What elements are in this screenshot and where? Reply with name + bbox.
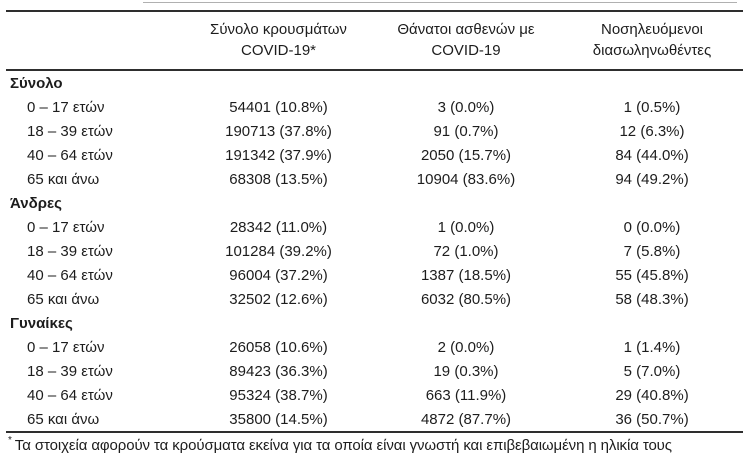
table-row: 40 – 64 ετών 95324 (38.7%) 663 (11.9%) 2… — [6, 383, 743, 407]
table-row: 0 – 17 ετών 26058 (10.6%) 2 (0.0%) 1 (1.… — [6, 335, 743, 359]
age-cell: 18 – 39 ετών — [27, 242, 113, 260]
column-header-deaths: Θάνατοι ασθενών με COVID-19 — [371, 11, 561, 70]
intubated-cell: 5 (7.0%) — [623, 362, 681, 380]
intubated-cell: 55 (45.8%) — [615, 266, 689, 284]
deaths-cell: 1 (0.0%) — [437, 218, 495, 236]
cases-cell: 28342 (11.0%) — [229, 218, 328, 236]
deaths-cell: 6032 (80.5%) — [420, 290, 512, 308]
table-row: 65 και άνω 68308 (13.5%) 10904 (83.6%) 9… — [6, 167, 743, 191]
table-row: 40 – 64 ετών 191342 (37.9%) 2050 (15.7%)… — [6, 143, 743, 167]
intubated-cell: 0 (0.0%) — [623, 218, 681, 236]
group-label-women: Γυναίκες — [10, 314, 73, 332]
age-cell: 65 και άνω — [27, 290, 100, 308]
table-row: 65 και άνω 32502 (12.6%) 6032 (80.5%) 58… — [6, 287, 743, 311]
intubated-cell: 7 (5.8%) — [623, 242, 681, 260]
intubated-cell: 36 (50.7%) — [615, 410, 689, 428]
deaths-cell: 19 (0.3%) — [433, 362, 499, 380]
cases-cell: 101284 (39.2%) — [225, 242, 332, 260]
cases-cell: 191342 (37.9%) — [225, 146, 332, 164]
covid-stats-table-wrap: Σύνολο κρουσμάτων COVID-19* Θάνατοι ασθε… — [6, 10, 743, 433]
age-cell: 40 – 64 ετών — [27, 386, 113, 404]
table-row: 18 – 39 ετών 101284 (39.2%) 72 (1.0%) 7 … — [6, 239, 743, 263]
intubated-cell: 1 (1.4%) — [623, 338, 681, 356]
footnote-text: Τα στοιχεία αφορούν τα κρούσματα εκείνα … — [14, 437, 672, 454]
cases-cell: 190713 (37.8%) — [225, 122, 332, 140]
intubated-cell: 84 (44.0%) — [615, 146, 689, 164]
deaths-cell: 3 (0.0%) — [437, 98, 495, 116]
cases-cell: 35800 (14.5%) — [229, 410, 328, 428]
cases-cell: 54401 (10.8%) — [229, 98, 328, 116]
intubated-cell: 29 (40.8%) — [615, 386, 689, 404]
deaths-cell: 91 (0.7%) — [433, 122, 499, 140]
deaths-cell: 4872 (87.7%) — [420, 410, 512, 428]
age-cell: 65 και άνω — [27, 170, 100, 188]
table-footnote: * Τα στοιχεία αφορούν τα κρούσματα εκείνα… — [8, 436, 743, 456]
column-header-deaths-line2: COVID-19 — [431, 42, 501, 59]
top-partial-rule — [143, 2, 737, 3]
table-row: 0 – 17 ετών 54401 (10.8%) 3 (0.0%) 1 (0.… — [6, 95, 743, 119]
age-cell: 65 και άνω — [27, 410, 100, 428]
age-cell: 18 – 39 ετών — [27, 122, 113, 140]
table-row: 18 – 39 ετών 89423 (36.3%) 19 (0.3%) 5 (… — [6, 359, 743, 383]
group-label-total: Σύνολο — [10, 74, 63, 92]
intubated-cell: 58 (48.3%) — [615, 290, 689, 308]
intubated-cell: 12 (6.3%) — [619, 122, 685, 140]
age-cell: 0 – 17 ετών — [27, 338, 105, 356]
footnote-asterisk: * — [8, 435, 12, 446]
deaths-cell: 10904 (83.6%) — [416, 170, 516, 188]
table-row: 0 – 17 ετών 28342 (11.0%) 1 (0.0%) 0 (0.… — [6, 215, 743, 239]
group-header-row-men: Άνδρες — [6, 191, 743, 215]
table-row: 65 και άνω 35800 (14.5%) 4872 (87.7%) 36… — [6, 407, 743, 432]
column-header-intubated-line1: Νοσηλευόμενοι — [600, 21, 703, 38]
column-header-deaths-line1: Θάνατοι ασθενών με — [397, 21, 535, 38]
column-header-row: Σύνολο κρουσμάτων COVID-19* Θάνατοι ασθε… — [6, 11, 743, 70]
table-row: 18 – 39 ετών 190713 (37.8%) 91 (0.7%) 12… — [6, 119, 743, 143]
intubated-cell: 1 (0.5%) — [623, 98, 681, 116]
cases-cell: 89423 (36.3%) — [229, 362, 328, 380]
age-cell: 18 – 39 ετών — [27, 362, 113, 380]
covid-stats-table: Σύνολο κρουσμάτων COVID-19* Θάνατοι ασθε… — [6, 10, 743, 433]
deaths-cell: 72 (1.0%) — [433, 242, 499, 260]
cases-cell: 26058 (10.6%) — [229, 338, 328, 356]
deaths-cell: 663 (11.9%) — [425, 386, 507, 404]
age-cell: 0 – 17 ετών — [27, 98, 105, 116]
age-cell: 40 – 64 ετών — [27, 266, 113, 284]
deaths-cell: 2 (0.0%) — [437, 338, 495, 356]
group-label-men: Άνδρες — [10, 194, 62, 212]
cases-cell: 95324 (38.7%) — [229, 386, 328, 404]
age-cell: 0 – 17 ετών — [27, 218, 105, 236]
column-header-empty — [6, 11, 186, 70]
deaths-cell: 2050 (15.7%) — [420, 146, 512, 164]
cases-cell: 68308 (13.5%) — [229, 170, 328, 188]
column-header-cases-line1: Σύνολο κρουσμάτων — [210, 21, 347, 38]
column-header-cases-line2: COVID-19* — [240, 42, 317, 59]
table-row: 40 – 64 ετών 96004 (37.2%) 1387 (18.5%) … — [6, 263, 743, 287]
cases-cell: 96004 (37.2%) — [229, 266, 328, 284]
column-header-cases: Σύνολο κρουσμάτων COVID-19* — [186, 11, 371, 70]
group-header-row-women: Γυναίκες — [6, 311, 743, 335]
intubated-cell: 94 (49.2%) — [615, 170, 689, 188]
deaths-cell: 1387 (18.5%) — [420, 266, 512, 284]
cases-cell: 32502 (12.6%) — [229, 290, 328, 308]
column-header-intubated: Νοσηλευόμενοι διασωληνωθέντες — [561, 11, 743, 70]
column-header-intubated-line2: διασωληνωθέντες — [592, 42, 712, 59]
age-cell: 40 – 64 ετών — [27, 146, 113, 164]
group-header-row-total: Σύνολο — [6, 70, 743, 95]
